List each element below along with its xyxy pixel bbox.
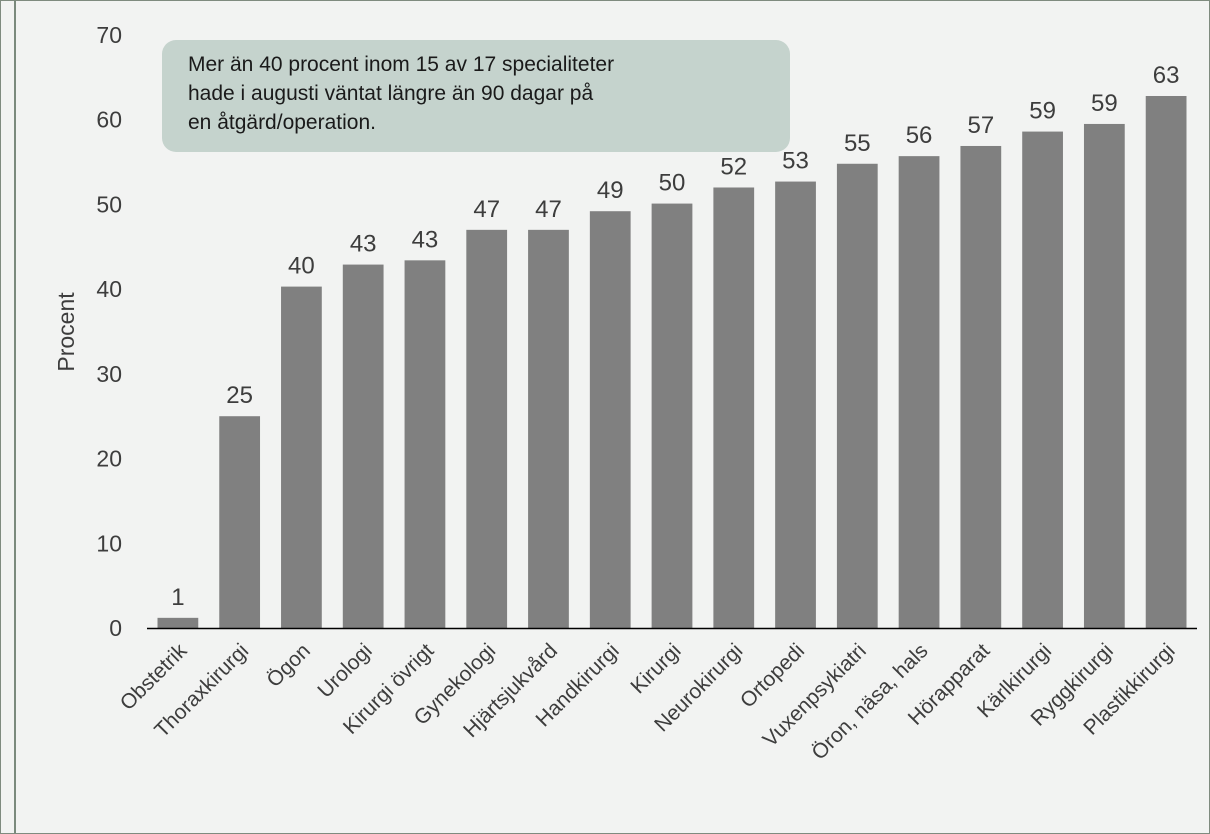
data-label: 43 bbox=[350, 231, 377, 258]
y-axis-ticks: 0 10 20 30 40 50 60 70 bbox=[96, 22, 122, 641]
bar bbox=[1145, 95, 1187, 629]
y-axis-title: Procent bbox=[53, 292, 79, 372]
y-tick-label: 30 bbox=[96, 361, 122, 387]
bar bbox=[281, 286, 322, 628]
y-tick-label: 0 bbox=[109, 615, 122, 641]
bar bbox=[466, 229, 508, 629]
data-label: 55 bbox=[844, 130, 871, 157]
data-label: 59 bbox=[1029, 98, 1056, 125]
category-label: Kirurgi bbox=[626, 639, 685, 698]
left-border-rule bbox=[14, 0, 16, 834]
data-label: 40 bbox=[288, 253, 315, 280]
bar bbox=[404, 260, 446, 628]
category-label: Öron, näsa, hals bbox=[807, 639, 932, 764]
data-label: 53 bbox=[782, 148, 809, 175]
bar bbox=[342, 264, 384, 628]
category-label: Ögon bbox=[262, 639, 315, 692]
bar bbox=[775, 181, 816, 628]
bar bbox=[960, 145, 1002, 628]
bar bbox=[589, 211, 631, 628]
y-tick-label: 50 bbox=[96, 191, 122, 217]
bar bbox=[651, 203, 693, 628]
y-tick-label: 70 bbox=[96, 22, 122, 48]
data-label: 63 bbox=[1153, 62, 1180, 89]
bars bbox=[157, 95, 1187, 629]
bar bbox=[157, 617, 199, 628]
data-label: 1 bbox=[171, 584, 184, 611]
y-tick-label: 40 bbox=[96, 276, 122, 302]
data-label: 47 bbox=[473, 196, 500, 223]
y-tick-label: 20 bbox=[96, 446, 122, 472]
data-label: 52 bbox=[720, 153, 747, 180]
bar bbox=[1083, 123, 1125, 628]
data-label: 25 bbox=[226, 382, 253, 409]
data-label: 59 bbox=[1091, 90, 1118, 117]
y-tick-label: 60 bbox=[96, 107, 122, 133]
data-label: 50 bbox=[659, 170, 686, 197]
y-tick-label: 10 bbox=[96, 530, 122, 556]
bar bbox=[836, 163, 878, 628]
data-label: 57 bbox=[967, 112, 994, 139]
callout-text: Mer än 40 procent inom 15 av 17 speciali… bbox=[188, 53, 615, 134]
data-label: 43 bbox=[412, 226, 439, 253]
bar bbox=[898, 156, 940, 629]
bar bbox=[219, 416, 261, 628]
data-label: 49 bbox=[597, 177, 624, 204]
bar bbox=[528, 229, 569, 629]
data-label: 47 bbox=[535, 196, 562, 223]
bar bbox=[1022, 131, 1063, 628]
data-label: 56 bbox=[906, 122, 933, 149]
annotation-callout: Mer än 40 procent inom 15 av 17 speciali… bbox=[162, 40, 790, 152]
data-labels: 1 25 40 43 43 47 47 49 50 52 53 55 56 57 59 59 63 bbox=[171, 62, 1179, 611]
bar bbox=[713, 187, 755, 628]
